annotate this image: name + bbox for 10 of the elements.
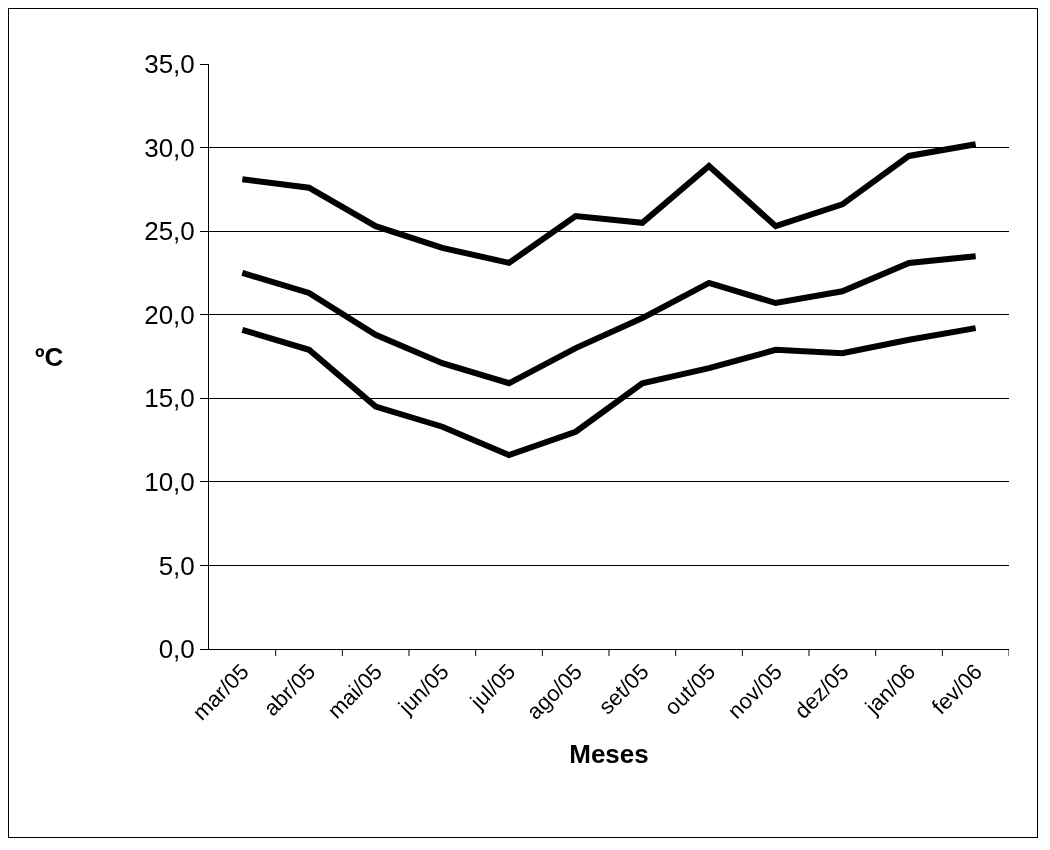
y-tick-label: 30,0 (144, 132, 195, 163)
y-tick-label: 10,0 (144, 466, 195, 497)
y-tick-label: 15,0 (144, 383, 195, 414)
y-tick-label: 35,0 (144, 49, 195, 80)
y-tick-label: 5,0 (158, 550, 195, 581)
x-axis-title: Meses (569, 738, 649, 769)
y-axis-title: ºC (35, 342, 64, 372)
y-tick-label: 20,0 (144, 299, 195, 330)
y-tick-label: 0,0 (158, 634, 195, 665)
y-tick-label: 25,0 (144, 216, 195, 247)
